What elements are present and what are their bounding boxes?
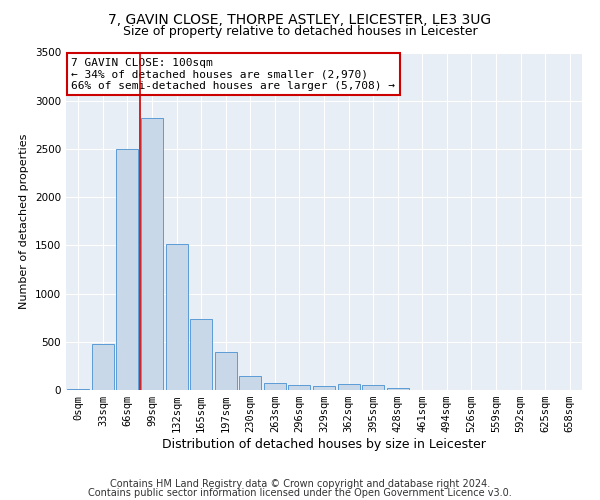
Bar — [362, 384, 384, 390]
Bar — [289, 385, 310, 390]
Text: Size of property relative to detached houses in Leicester: Size of property relative to detached ho… — [122, 25, 478, 38]
Bar — [215, 352, 237, 390]
Text: Contains HM Land Registry data © Crown copyright and database right 2024.: Contains HM Land Registry data © Crown c… — [110, 479, 490, 489]
X-axis label: Distribution of detached houses by size in Leicester: Distribution of detached houses by size … — [162, 438, 486, 451]
Bar — [239, 376, 262, 390]
Bar — [116, 149, 139, 390]
Bar — [67, 388, 89, 390]
Bar — [264, 383, 286, 390]
Bar — [141, 118, 163, 390]
Text: 7 GAVIN CLOSE: 100sqm
← 34% of detached houses are smaller (2,970)
66% of semi-d: 7 GAVIN CLOSE: 100sqm ← 34% of detached … — [71, 58, 395, 91]
Bar — [338, 384, 359, 390]
Bar — [386, 388, 409, 390]
Bar — [166, 244, 188, 390]
Bar — [313, 386, 335, 390]
Text: 7, GAVIN CLOSE, THORPE ASTLEY, LEICESTER, LE3 3UG: 7, GAVIN CLOSE, THORPE ASTLEY, LEICESTER… — [109, 12, 491, 26]
Y-axis label: Number of detached properties: Number of detached properties — [19, 134, 29, 309]
Text: Contains public sector information licensed under the Open Government Licence v3: Contains public sector information licen… — [88, 488, 512, 498]
Bar — [190, 318, 212, 390]
Bar — [92, 344, 114, 390]
